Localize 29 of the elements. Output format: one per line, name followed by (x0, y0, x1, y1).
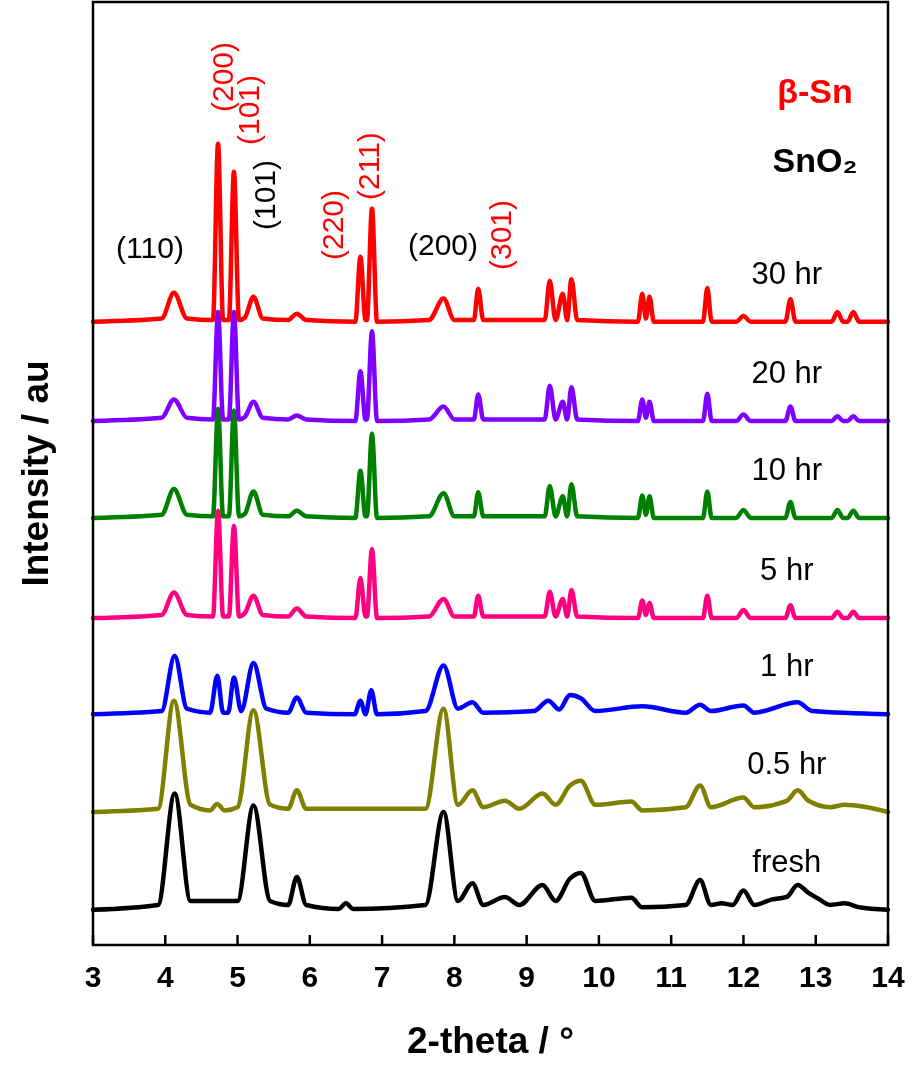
x-tick-label: 6 (301, 960, 319, 993)
x-tick-label: 12 (726, 960, 761, 993)
series-label: 10 hr (751, 451, 823, 487)
annotation: (220) (315, 189, 349, 260)
annotation: (101) (247, 159, 281, 230)
series-label: 20 hr (751, 355, 823, 391)
annotation: (301) (483, 199, 517, 270)
series-label: fresh (752, 843, 822, 879)
y-axis-title: Intensity / au (15, 360, 56, 587)
series-label: 5 hr (760, 552, 814, 588)
annotation: (211) (351, 132, 385, 200)
x-tick-label: 13 (799, 960, 833, 993)
series-label: 30 hr (751, 255, 823, 291)
series-label: 0.5 hr (747, 746, 827, 781)
x-axis-title: 2-theta / ° (407, 1020, 574, 1061)
x-tick-label: 11 (655, 960, 688, 993)
x-tick-label: 10 (582, 960, 616, 993)
x-tick-label: 8 (446, 960, 463, 993)
x-tick-label: 7 (373, 960, 391, 993)
x-tick-label: 9 (518, 960, 535, 993)
series-label: 1 hr (760, 648, 814, 684)
x-tick-label: 3 (84, 960, 102, 993)
x-tick-label: 14 (871, 960, 905, 993)
x-tick-label: 5 (229, 960, 246, 993)
text: β-Sn (777, 72, 853, 110)
annotation: (200) (407, 228, 479, 261)
annotation: (110) (116, 231, 184, 264)
annotation: SnO₂ (772, 141, 858, 179)
x-tick-label: 4 (156, 960, 174, 993)
